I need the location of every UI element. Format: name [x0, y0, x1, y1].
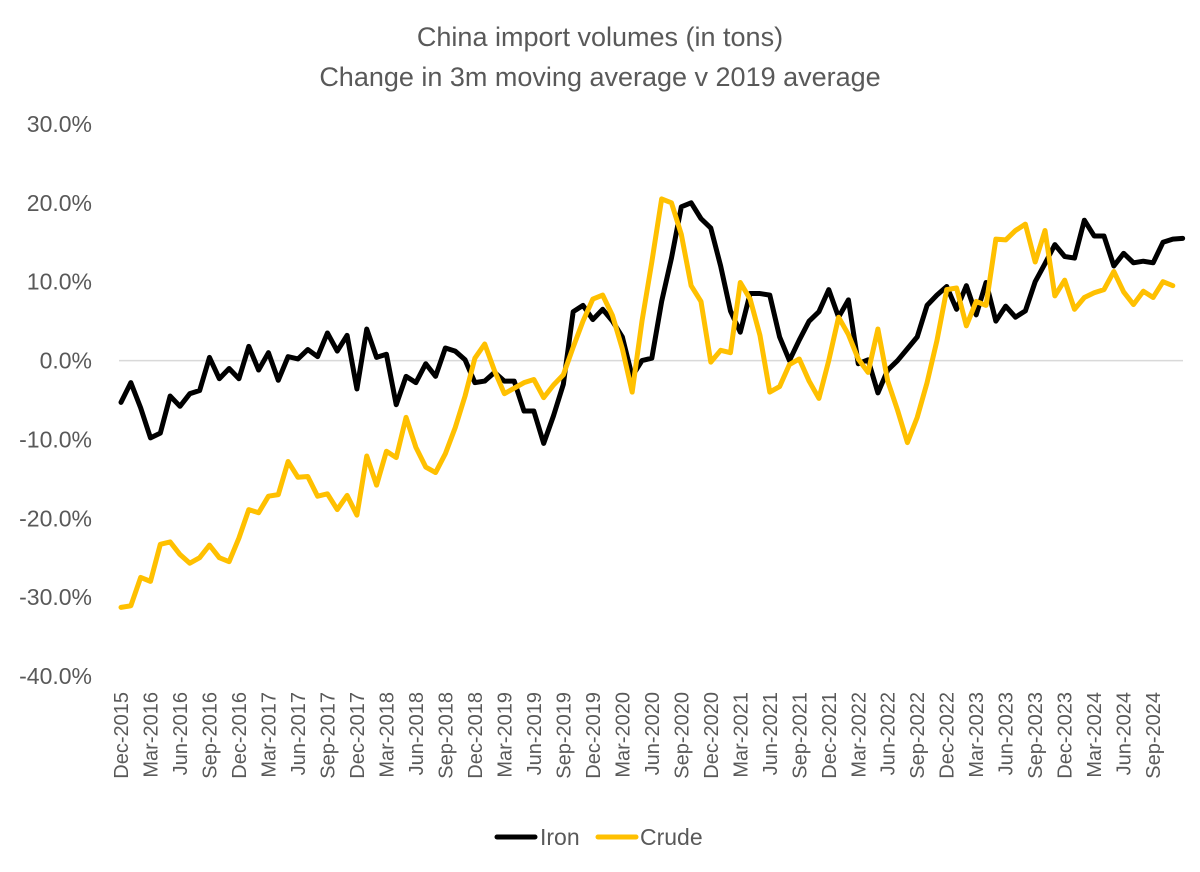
y-tick-label: 30.0% [27, 111, 92, 137]
legend-label-crude: Crude [640, 824, 703, 850]
x-tick-label: Dec-2016 [229, 692, 251, 779]
legend-label-iron: Iron [540, 824, 580, 850]
x-tick-label: Mar-2018 [376, 692, 398, 778]
y-tick-label: -20.0% [19, 505, 92, 531]
x-tick-label: Jun-2017 [288, 692, 310, 775]
chart-subtitle: Change in 3m moving average v 2019 avera… [319, 62, 880, 92]
x-tick-label: Dec-2023 [1055, 692, 1077, 779]
x-tick-label: Mar-2016 [140, 692, 162, 778]
x-tick-label: Jun-2020 [642, 692, 664, 775]
series-lines [118, 196, 1186, 610]
x-axis: Dec-2015 Mar-2016 Jun-2016 Sep-2016 Dec-2016… [111, 692, 1165, 779]
y-axis: 30.0% 20.0% 10.0% 0.0% -10.0% -20.0% -30.0% -40… [19, 111, 92, 689]
y-tick-label: 0.0% [40, 348, 92, 374]
x-tick-label: Jun-2023 [996, 692, 1018, 775]
x-tick-label: Sep-2020 [671, 692, 693, 779]
y-tick-label: -30.0% [19, 584, 92, 610]
x-tick-label: Jun-2022 [878, 692, 900, 775]
y-tick-label: 10.0% [27, 269, 92, 295]
x-tick-label: Dec-2021 [819, 692, 841, 779]
x-tick-label: Dec-2017 [347, 692, 369, 779]
x-tick-label: Mar-2017 [258, 692, 280, 778]
x-tick-label: Sep-2016 [199, 692, 221, 779]
chart-title: China import volumes (in tons) [417, 22, 783, 52]
x-tick-label: Sep-2017 [317, 692, 339, 779]
x-tick-label: Sep-2022 [907, 692, 929, 779]
x-tick-label: Jun-2021 [760, 692, 782, 775]
x-tick-label: Dec-2020 [701, 692, 723, 779]
x-tick-label: Mar-2023 [966, 692, 988, 778]
legend: Iron Crude [494, 824, 703, 850]
x-tick-label: Sep-2021 [789, 692, 811, 779]
x-tick-label: Dec-2015 [111, 692, 133, 779]
x-tick-label: Sep-2019 [553, 692, 575, 779]
x-tick-label: Sep-2024 [1143, 692, 1165, 779]
x-tick-label: Mar-2021 [730, 692, 752, 778]
y-tick-label: 20.0% [27, 190, 92, 216]
series-line-iron [118, 200, 1186, 446]
x-tick-label: Jun-2018 [406, 692, 428, 775]
x-tick-label: Mar-2020 [612, 692, 634, 778]
x-tick-label: Jun-2016 [170, 692, 192, 775]
x-tick-label: Jun-2019 [524, 692, 546, 775]
x-tick-label: Sep-2018 [435, 692, 457, 779]
x-tick-label: Dec-2022 [937, 692, 959, 779]
x-tick-label: Mar-2019 [494, 692, 516, 778]
x-tick-label: Dec-2018 [465, 692, 487, 779]
x-tick-label: Sep-2023 [1025, 692, 1047, 779]
x-tick-label: Jun-2024 [1114, 692, 1136, 775]
x-tick-label: Mar-2024 [1084, 692, 1106, 778]
x-tick-label: Mar-2022 [848, 692, 870, 778]
x-tick-label: Dec-2019 [583, 692, 605, 779]
y-tick-label: -40.0% [19, 663, 92, 689]
y-tick-label: -10.0% [19, 426, 92, 452]
series-line-crude [118, 196, 1176, 610]
